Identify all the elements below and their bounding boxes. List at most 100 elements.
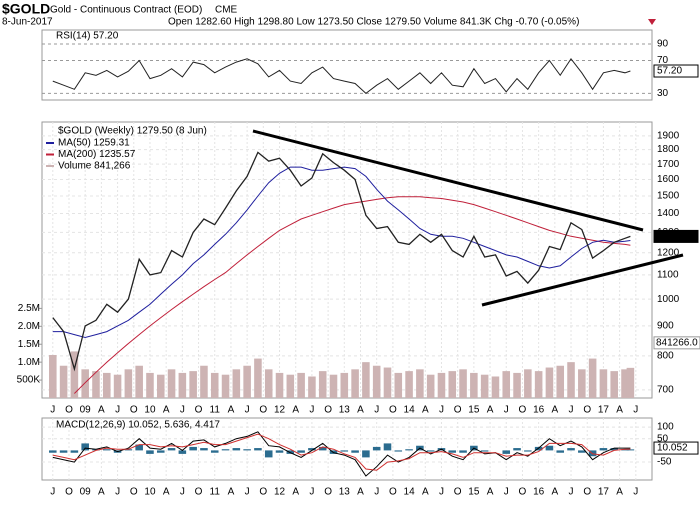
down-arrow — [648, 19, 656, 25]
x-tick-label: J — [439, 405, 444, 416]
y-tick-label: -50 — [657, 457, 672, 468]
y2-tick-label: 500K — [17, 375, 41, 386]
x-tick-label: 09 — [80, 405, 92, 416]
x-tick-label: 12 — [274, 487, 286, 498]
y-tick-label: 1400 — [657, 208, 680, 219]
bar — [92, 449, 100, 451]
bar — [113, 374, 122, 398]
x-tick-label: A — [357, 405, 364, 416]
bar — [49, 354, 57, 398]
bar — [200, 448, 208, 451]
bar — [178, 450, 187, 454]
x-tick-label: 16 — [533, 405, 545, 416]
x-tick-label: J — [50, 405, 55, 416]
x-tick-label: O — [324, 487, 332, 498]
value-box — [653, 64, 699, 78]
panel-title: MACD(12,26,9) 10.052, 5.636, 4.417 — [56, 420, 220, 431]
bar — [426, 450, 435, 452]
line — [52, 57, 631, 95]
bar — [189, 371, 197, 398]
bar — [92, 371, 100, 398]
bar — [534, 371, 543, 398]
bar — [524, 450, 532, 452]
bar — [297, 372, 305, 398]
bar — [372, 365, 381, 398]
x-tick-label: J — [180, 487, 185, 498]
x-tick-label: O — [454, 487, 462, 498]
x-tick-label: 09 — [80, 487, 92, 498]
bar — [200, 365, 208, 398]
y-tick-label: 1600 — [657, 174, 680, 185]
bar — [567, 362, 575, 398]
bar — [480, 450, 489, 452]
value-box — [653, 336, 700, 350]
value-box — [653, 229, 699, 243]
bar — [297, 450, 305, 453]
x-tick-label: 17 — [598, 405, 610, 416]
x-tick-label: O — [583, 405, 591, 416]
x-tick-label: O — [259, 487, 267, 498]
bar — [167, 369, 176, 398]
bar — [578, 369, 586, 398]
line — [52, 433, 631, 471]
panel-title: RSI(14) 57.20 — [56, 31, 119, 42]
bar — [264, 369, 273, 398]
bar — [221, 374, 230, 398]
x-tick-label: A — [551, 405, 558, 416]
x-tick-label: J — [180, 405, 185, 416]
volume-last-value: 841266.0 — [656, 337, 698, 348]
bar — [70, 450, 79, 453]
bar — [502, 371, 511, 398]
y-tick-label: 1700 — [657, 159, 680, 170]
bar — [178, 372, 187, 398]
bar — [405, 371, 413, 398]
x-tick-label: 10 — [144, 487, 156, 498]
bar — [167, 448, 176, 451]
bar — [588, 358, 597, 398]
bar — [578, 450, 586, 453]
x-tick-label: 11 — [210, 487, 221, 498]
x-tick-label: 11 — [210, 405, 221, 416]
bar — [135, 444, 143, 451]
y2-tick-label: 2.5M — [18, 303, 40, 314]
bar — [254, 358, 262, 398]
x-tick-label: A — [292, 405, 299, 416]
bar — [545, 367, 554, 398]
last-value: 1279.50 — [657, 231, 694, 242]
bar — [599, 369, 608, 398]
x-tick-label: O — [324, 405, 332, 416]
x-tick-label: O — [389, 487, 397, 498]
line — [52, 151, 631, 372]
bar — [437, 372, 446, 398]
bar — [254, 448, 262, 451]
last-value: 10.052 — [657, 443, 688, 454]
x-tick-label: O — [583, 487, 591, 498]
bar — [49, 450, 57, 453]
x-tick-label: J — [374, 487, 379, 498]
bar — [210, 372, 219, 398]
bar — [70, 351, 79, 398]
bar — [243, 365, 251, 398]
x-tick-label: A — [487, 487, 494, 498]
rsi-panel — [41, 29, 653, 101]
y2-tick-label: 1.5M — [18, 339, 40, 350]
y-tick-label: 1200 — [657, 247, 680, 258]
x-tick-label: A — [616, 487, 623, 498]
y2-tick-label: 1.0M — [18, 357, 40, 368]
x-tick-label: 15 — [468, 487, 480, 498]
x-tick-label: 14 — [404, 405, 416, 416]
bar — [524, 369, 532, 398]
bar — [275, 372, 284, 398]
x-tick-label: A — [422, 405, 429, 416]
trend-line — [481, 253, 684, 307]
bar — [351, 369, 359, 398]
x-tick-label: J — [569, 405, 574, 416]
bar — [567, 448, 575, 451]
y-tick-label: 70 — [657, 55, 669, 66]
bar — [59, 365, 68, 398]
bar — [232, 369, 241, 398]
x-tick-label: J — [504, 405, 509, 416]
x-tick-label: A — [616, 405, 623, 416]
y-tick-label: 90 — [657, 39, 669, 50]
quote: Open 1282.60 High 1298.80 Low 1273.50 Cl… — [168, 17, 579, 28]
